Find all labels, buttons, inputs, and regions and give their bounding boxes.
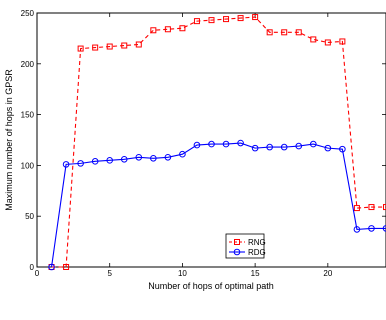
legend-marker-rdg bbox=[233, 248, 241, 256]
y-tick-label: 200 bbox=[21, 60, 35, 69]
data-point-rdg bbox=[368, 225, 375, 232]
data-point-rng bbox=[179, 25, 186, 32]
series-rng bbox=[48, 14, 386, 270]
data-point-rng bbox=[63, 264, 70, 270]
data-point-rdg bbox=[164, 153, 172, 161]
data-point-rdg bbox=[193, 141, 201, 149]
y-tick-label: 0 bbox=[30, 263, 35, 272]
data-point-rng bbox=[237, 15, 244, 22]
plot-area bbox=[36, 12, 386, 268]
data-point-rdg bbox=[135, 153, 143, 161]
data-point-rng bbox=[252, 14, 259, 21]
data-point-rng bbox=[150, 27, 157, 34]
data-point-rdg bbox=[382, 225, 386, 232]
legend-marker-rng bbox=[234, 239, 240, 245]
data-point-rdg bbox=[48, 263, 55, 271]
data-point-rng bbox=[339, 38, 346, 45]
x-tick-label: 15 bbox=[251, 269, 260, 278]
data-point-rng bbox=[368, 204, 375, 211]
y-tick-label: 50 bbox=[25, 212, 34, 221]
legend-label-rdg: RDG bbox=[248, 248, 266, 257]
data-point-rdg bbox=[77, 160, 84, 167]
data-point-rdg bbox=[106, 157, 114, 164]
data-point-rdg bbox=[150, 154, 157, 162]
legend-label-rng: RNG bbox=[248, 238, 266, 247]
data-point-rdg bbox=[208, 140, 215, 148]
data-point-rng bbox=[353, 205, 360, 212]
y-tick-label: 250 bbox=[21, 9, 35, 18]
data-point-rdg bbox=[179, 150, 186, 158]
data-point-rng bbox=[164, 26, 171, 33]
y-tick-label: 150 bbox=[21, 111, 35, 120]
data-point-rdg bbox=[222, 140, 230, 148]
data-point-rdg bbox=[280, 143, 288, 151]
data-point-rng bbox=[266, 29, 273, 36]
data-point-rng bbox=[310, 36, 317, 43]
x-tick-label: 10 bbox=[178, 269, 187, 278]
x-tick-label: 20 bbox=[323, 269, 332, 278]
data-point-rdg bbox=[237, 139, 244, 147]
data-point-rng bbox=[324, 39, 331, 46]
data-point-rdg bbox=[251, 144, 259, 152]
data-point-rng bbox=[106, 43, 113, 50]
data-point-rng bbox=[281, 29, 288, 36]
series-rdg bbox=[48, 139, 386, 271]
data-point-rng bbox=[193, 18, 200, 25]
data-point-rdg bbox=[339, 145, 346, 153]
data-point-rng bbox=[77, 45, 84, 52]
x-tick-label: 0 bbox=[35, 269, 40, 278]
data-point-rng bbox=[92, 44, 99, 51]
data-point-rdg bbox=[62, 161, 70, 168]
x-tick-label: 5 bbox=[107, 269, 112, 278]
series-layer bbox=[48, 14, 386, 271]
data-point-rng bbox=[121, 42, 128, 49]
data-point-rdg bbox=[324, 144, 332, 152]
data-point-rng bbox=[135, 41, 142, 48]
legend-box bbox=[225, 233, 265, 259]
data-point-rdg bbox=[295, 142, 303, 150]
x-axis-label: Number of hops of optimal path bbox=[148, 281, 274, 291]
data-point-rdg bbox=[353, 226, 361, 233]
data-point-rng bbox=[208, 17, 215, 24]
data-point-rng bbox=[223, 16, 230, 23]
data-point-rdg bbox=[120, 156, 128, 163]
data-point-rdg bbox=[91, 158, 99, 165]
y-tick-label: 100 bbox=[21, 161, 35, 170]
data-point-rdg bbox=[309, 140, 317, 148]
y-axis-label: Maximum number of hops in GPSR bbox=[4, 69, 14, 211]
data-point-rng bbox=[295, 29, 302, 36]
data-point-rdg bbox=[266, 143, 273, 151]
data-point-rng bbox=[383, 204, 386, 211]
